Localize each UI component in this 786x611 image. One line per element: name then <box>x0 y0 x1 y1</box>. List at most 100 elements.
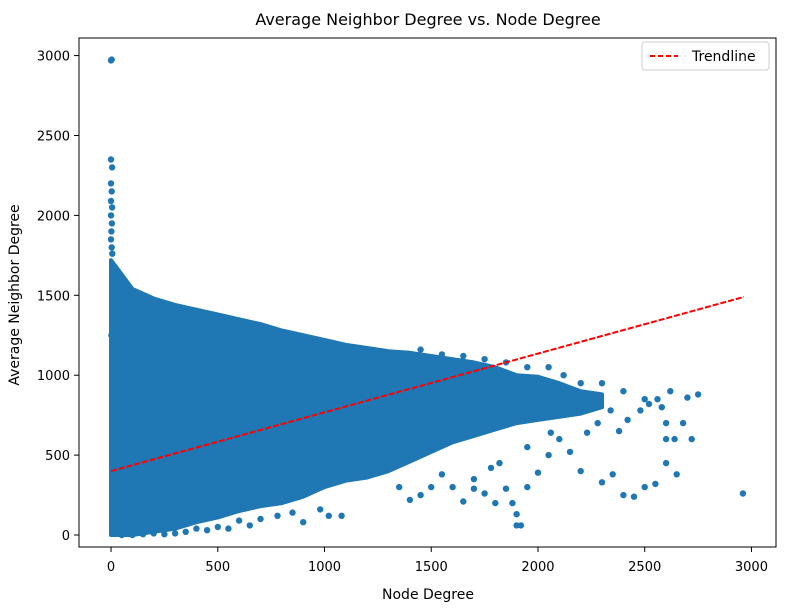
scatter-point <box>573 404 580 411</box>
legend-box <box>641 41 770 71</box>
scatter-point <box>118 531 125 539</box>
scatter-point <box>560 372 567 379</box>
y-axis-ticks: 0 500 1000 1500 2000 2500 3000 <box>37 50 79 544</box>
scatter-point <box>481 490 488 497</box>
scatter-point <box>679 419 687 427</box>
scatter-point <box>317 506 324 513</box>
scatter-point <box>673 471 680 478</box>
scatter-point <box>545 451 552 459</box>
scatter-point <box>583 429 591 436</box>
scatter-point <box>129 531 136 539</box>
x-tick-label: 1500 <box>415 560 448 575</box>
scatter-point <box>108 56 115 63</box>
scatter-point <box>509 499 516 507</box>
scatter-point <box>214 523 221 531</box>
scatter-point <box>547 429 554 436</box>
scatter-point <box>545 364 552 371</box>
scatter-point <box>641 396 648 403</box>
scatter-point <box>107 180 115 187</box>
x-axis-label: Node Degree <box>382 587 474 603</box>
scatter-point <box>449 483 456 491</box>
scatter-point <box>257 515 264 523</box>
y-tick-label: 1500 <box>37 289 70 304</box>
scatter-point <box>406 496 414 504</box>
scatter-point <box>654 396 661 403</box>
scatter-point <box>671 435 678 443</box>
scatter-point <box>109 250 116 257</box>
scatter-point <box>274 512 281 519</box>
scatter-point <box>609 471 616 478</box>
scatter-point <box>325 512 332 519</box>
scatter-point <box>502 485 510 492</box>
x-tick-label: 0 <box>107 560 115 575</box>
scatter-point <box>107 212 115 219</box>
scatter-point <box>577 467 584 475</box>
scatter-point <box>417 491 424 499</box>
x-tick-label: 500 <box>205 560 230 575</box>
y-tick-label: 2500 <box>37 129 70 144</box>
scatter-point <box>338 512 345 519</box>
chart-title: Average Neighbor Degree vs. Node Degree <box>255 10 600 29</box>
scatter-point <box>688 435 695 443</box>
scatter-point <box>289 509 296 516</box>
scatter-point <box>171 530 179 537</box>
scatter-point <box>598 479 606 486</box>
x-tick-label: 2000 <box>521 560 554 575</box>
scatter-point <box>534 469 542 476</box>
scatter-point <box>598 380 606 387</box>
scatter-point <box>225 525 232 532</box>
scatter-point <box>108 164 116 171</box>
scatter-point <box>694 391 702 398</box>
scatter-point <box>107 236 115 243</box>
y-tick-label: 3000 <box>37 50 70 65</box>
scatter-point <box>182 528 189 535</box>
scatter-point <box>150 530 157 537</box>
scatter-point <box>637 407 644 414</box>
scatter-point <box>487 464 495 472</box>
trendline <box>110 295 745 473</box>
scatter-point <box>556 435 563 443</box>
scatter-point <box>652 480 659 488</box>
scatter-point <box>667 388 674 395</box>
y-tick-label: 0 <box>62 529 70 544</box>
scatter-point <box>624 416 631 424</box>
scatter-point <box>524 364 531 371</box>
scatter-point <box>739 490 747 497</box>
scatter-point <box>108 204 116 211</box>
scatter-point <box>417 346 424 353</box>
scatter-point <box>438 351 446 358</box>
scatter-point <box>481 356 488 363</box>
scatter-point <box>235 517 243 524</box>
x-tick-label: 3000 <box>735 560 768 575</box>
scatter-point <box>645 400 653 408</box>
scatter-point <box>607 407 614 414</box>
scatter-point <box>438 471 446 478</box>
scatter-point <box>566 448 574 456</box>
scatter-point <box>641 483 648 491</box>
scatter-point <box>107 156 115 163</box>
scatter-point <box>110 356 117 363</box>
scatter-point <box>620 388 627 395</box>
y-tick-label: 500 <box>45 449 70 464</box>
scatter-point <box>470 475 478 483</box>
scatter-point <box>577 380 584 387</box>
scatter-point <box>161 531 168 538</box>
scatter-point <box>246 522 253 529</box>
scatter-point <box>658 404 665 411</box>
scatter-point <box>107 197 115 205</box>
y-tick-label: 1000 <box>37 369 70 384</box>
plot-area <box>107 56 747 539</box>
scatter-dense-region <box>109 258 604 537</box>
scatter-point <box>108 244 115 251</box>
y-axis-label: Average Neighbor Degree <box>7 204 23 385</box>
x-tick-label: 2500 <box>628 560 661 575</box>
scatter-point <box>108 220 116 227</box>
scatter-point <box>513 511 520 518</box>
scatter-point <box>630 493 638 500</box>
scatter-point <box>513 522 520 529</box>
scatter-point <box>615 427 623 435</box>
scatter-point <box>203 527 211 534</box>
legend-trendline-label: Trendline <box>691 49 756 65</box>
scatter-point <box>460 352 467 360</box>
